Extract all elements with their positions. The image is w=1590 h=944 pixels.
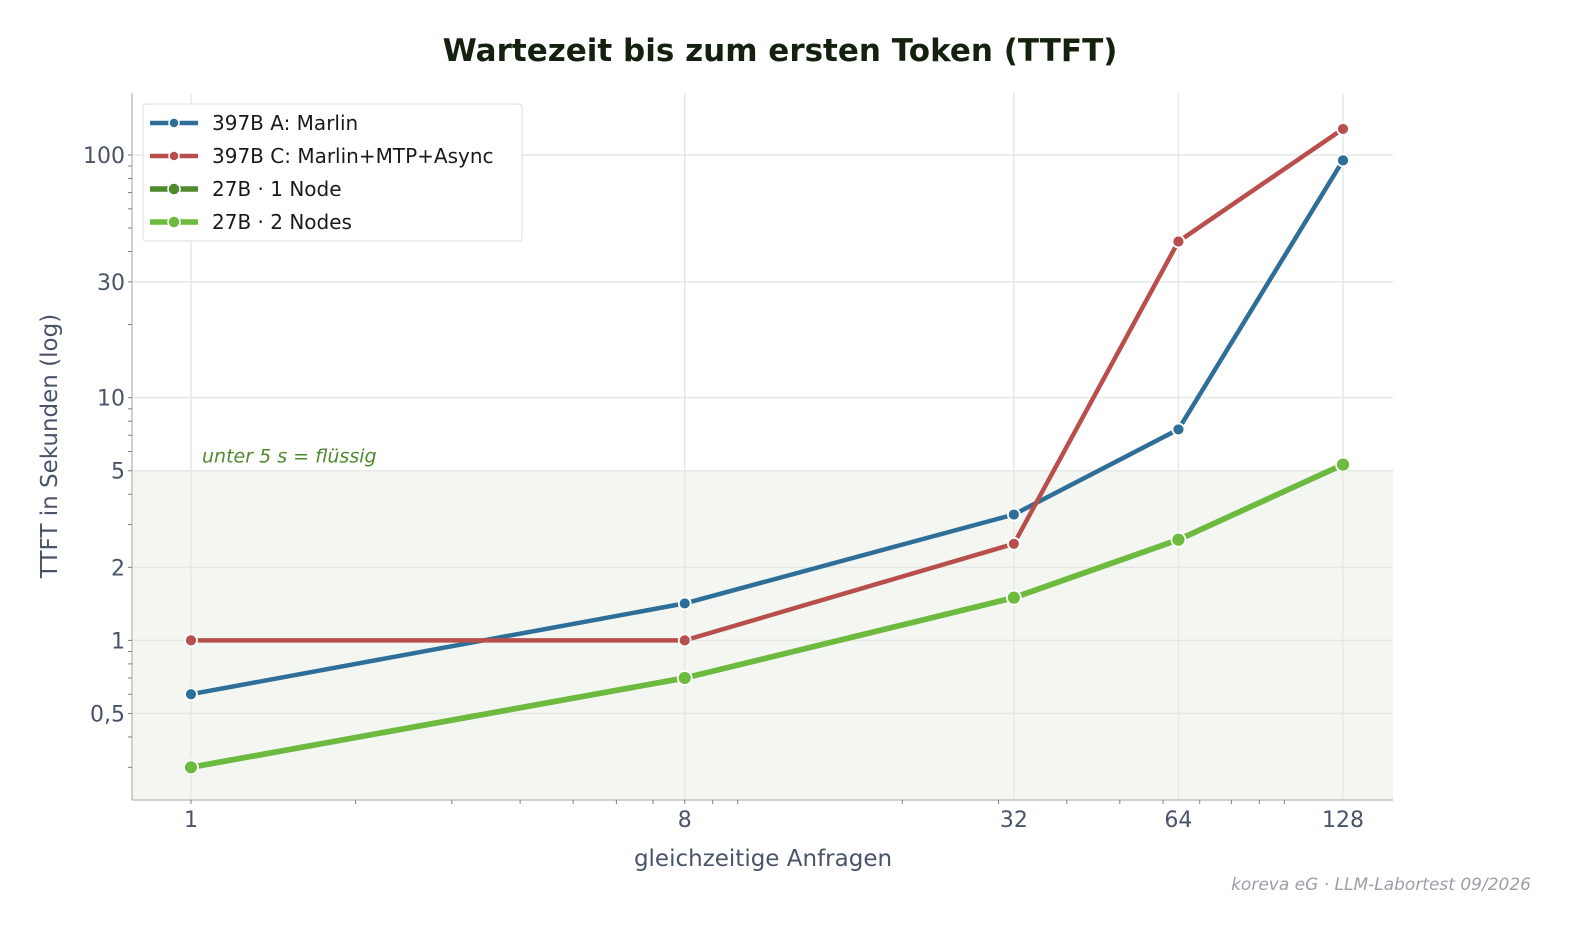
data-point-0-1: [677, 596, 692, 611]
data-point-1-2: [1006, 536, 1021, 551]
y-tick-label-2: 2: [111, 556, 125, 581]
legend-entry-2: 27B · 1 Node: [150, 177, 342, 201]
series-1: [184, 122, 1350, 648]
y-tick-label-5: 30: [97, 271, 125, 296]
legend-box: [142, 103, 523, 242]
series-0: [184, 153, 1350, 702]
chart-title: Wartezeit bis zum ersten Token (TTFT): [443, 33, 1118, 69]
legend-swatch-marker-0: [168, 117, 180, 129]
plot-area: unter 5 s = flüssig: [128, 93, 1393, 804]
y-tick-labels: 0,5 1 2 5 10 30 100: [83, 144, 125, 728]
data-point-1-0: [184, 633, 198, 648]
data-point-1-1: [677, 633, 692, 648]
x-tick-labels: 1 8 32 64 128: [184, 808, 1364, 833]
x-axis-label: gleichzeitige Anfragen: [634, 846, 892, 872]
fluid-zone-label: unter 5 s = flüssig: [202, 446, 377, 468]
minor-ticks: [128, 154, 1285, 804]
series-lines: [183, 122, 1351, 776]
fluid-zone-band: [132, 470, 1393, 800]
legend: 397B A: Marlin 397B C: Marlin+MTP+Async 27…: [142, 103, 523, 242]
series-3: [183, 456, 1351, 776]
y-axis-label: TTFT in Sekunden (log): [37, 314, 63, 579]
legend-swatch-marker-2: [167, 182, 181, 196]
y-tick-label-1: 1: [111, 629, 125, 654]
legend-label-2: 27B · 1 Node: [212, 177, 342, 201]
legend-entry-3: 27B · 2 Nodes: [150, 210, 352, 234]
legend-label-0: 397B A: Marlin: [212, 111, 358, 135]
data-point-1-3: [1171, 234, 1186, 249]
x-tick-label-0: 1: [184, 808, 198, 833]
x-tick-label-2: 32: [1000, 808, 1028, 833]
legend-swatch-marker-3: [167, 215, 181, 229]
legend-entry-0: 397B A: Marlin: [150, 111, 358, 135]
x-tick-label-4: 128: [1322, 808, 1364, 833]
y-tick-label-6: 100: [83, 144, 125, 169]
legend-entry-1: 397B C: Marlin+MTP+Async: [150, 144, 494, 168]
data-point-0-3: [1171, 422, 1186, 437]
y-tick-label-4: 10: [97, 387, 125, 412]
x-tick-label-3: 64: [1164, 808, 1192, 833]
data-point-3-1: [676, 670, 693, 686]
data-point-0-0: [184, 687, 198, 702]
data-point-0-2: [1006, 507, 1021, 522]
data-point-1-4: [1336, 122, 1350, 136]
data-point-3-2: [1005, 589, 1022, 606]
data-point-0-4: [1336, 153, 1350, 168]
x-tick-label-1: 8: [678, 808, 692, 833]
y-tick-label-0: 0,5: [90, 702, 125, 727]
data-point-3-4: [1335, 456, 1351, 473]
legend-label-1: 397B C: Marlin+MTP+Async: [212, 144, 494, 168]
y-tick-label-3: 5: [111, 460, 125, 485]
data-point-3-0: [183, 759, 199, 776]
credit-note: koreva eG · LLM-Labortest 09/2026: [1231, 875, 1531, 895]
legend-label-3: 27B · 2 Nodes: [212, 210, 352, 234]
data-point-3-3: [1170, 531, 1187, 548]
legend-swatch-marker-1: [168, 150, 180, 162]
